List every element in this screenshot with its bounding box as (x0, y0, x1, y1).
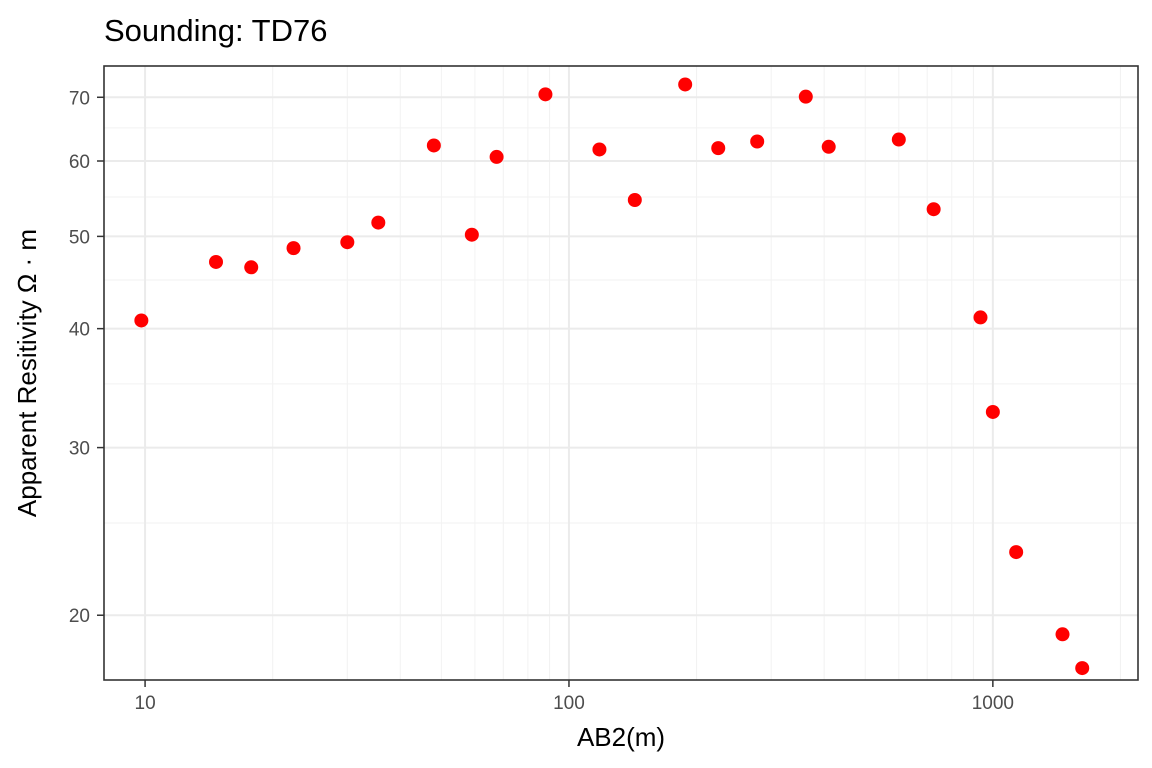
data-point (489, 149, 504, 164)
x-tick-label: 100 (553, 693, 585, 714)
y-tick-label: 60 (69, 152, 90, 173)
data-point (464, 227, 479, 242)
data-point (627, 192, 642, 207)
data-point (1075, 661, 1090, 676)
chart-title: Sounding: TD76 (104, 13, 327, 48)
data-point (985, 404, 1000, 419)
plot-panel-border (103, 65, 1139, 681)
data-point (750, 134, 765, 149)
data-point (286, 241, 301, 256)
minor-gridlines (104, 66, 1138, 680)
data-point (209, 254, 224, 269)
y-tick-label: 30 (69, 439, 90, 460)
data-point (244, 260, 259, 275)
plot-panel (104, 66, 1138, 680)
y-axis-title: Apparent Resitivity Ω · m (12, 229, 42, 517)
data-point (1009, 545, 1024, 560)
data-point (711, 141, 726, 156)
x-axis: 10 100 1000 (135, 680, 1014, 714)
data-points (134, 77, 1090, 676)
data-point (926, 202, 941, 217)
x-tick-label: 1000 (972, 693, 1014, 714)
data-point (340, 235, 355, 250)
data-point (371, 215, 386, 230)
x-axis-title: AB2(m) (577, 722, 665, 752)
x-tick-label: 10 (135, 693, 156, 714)
y-tick-label: 40 (69, 320, 90, 341)
data-point (592, 142, 607, 157)
data-point (821, 139, 836, 154)
data-point (134, 313, 149, 328)
major-gridlines (104, 66, 1138, 680)
y-tick-label: 20 (69, 606, 90, 627)
data-point (1055, 627, 1070, 642)
data-point (798, 89, 813, 104)
data-point (538, 87, 553, 102)
data-point (973, 310, 988, 325)
y-tick-label: 50 (69, 227, 90, 248)
data-point (678, 77, 693, 92)
data-point (426, 138, 441, 153)
data-point (891, 132, 906, 147)
y-tick-label: 70 (69, 88, 90, 109)
y-axis: 20 30 40 50 60 70 (69, 88, 104, 627)
